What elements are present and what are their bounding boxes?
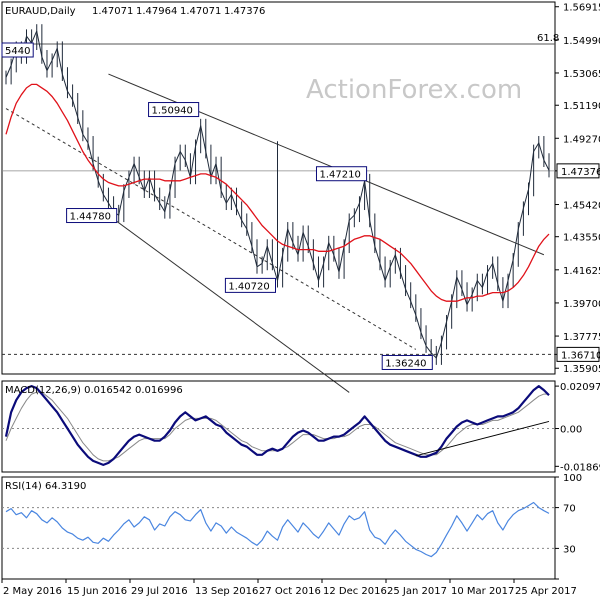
macd-axis: 0.020975 0.00 -0.018693 — [2, 382, 600, 473]
price-tick-label: 1.41625 — [563, 266, 600, 277]
annotation-box — [1, 42, 34, 58]
annotation-box — [381, 354, 433, 370]
watermark: ActionForex.com — [306, 75, 522, 105]
price-axis: 1.56915 1.54990 1.53065 1.51190 1.49270 1.454… — [555, 3, 600, 375]
rsi-series — [5, 501, 550, 558]
x-axis: 2 May 2016 15 Jun 2016 29 Jul 2016 13 Sep 2… — [1, 579, 577, 597]
macd-trendline — [415, 420, 550, 457]
chart-title: EURAUD,Daily — [5, 6, 76, 17]
macd-tick-label: 0.020975 — [560, 382, 600, 393]
macd-line — [4, 385, 550, 466]
price-tick-label: 1.39700 — [563, 299, 600, 310]
price-series — [5, 24, 550, 365]
price-tick-label: 1.56915 — [563, 3, 600, 14]
x-tick-label: 12 Dec 2016 — [323, 586, 387, 597]
rsi-tick-label: 100 — [563, 473, 582, 484]
annotation-text: 1.36240 — [385, 358, 426, 369]
x-tick-label: 10 Mar 2017 — [451, 586, 514, 597]
rsi-tick-label: 30 — [563, 544, 576, 555]
price-tick-label: 1.43550 — [563, 233, 600, 244]
channel-mid-line — [5, 108, 417, 350]
rsi-panel-frame — [1, 476, 556, 580]
rsi-line — [5, 501, 550, 558]
annotation-box — [224, 277, 276, 293]
macd-tick-label: 0.00 — [560, 425, 582, 436]
ohlc-close: 1.47376 — [224, 6, 265, 17]
price-tick-label: 1.54990 — [563, 36, 600, 47]
price-annotation: 1.50940 — [148, 102, 200, 118]
ohlc-high: 1.47964 — [136, 6, 177, 17]
macd-tick-label: -0.018693 — [560, 462, 600, 473]
price-annotation: 1.47210 — [315, 166, 368, 182]
x-tick-label: 29 Jul 2016 — [131, 586, 188, 597]
price-panel-frame — [1, 1, 556, 375]
support-tag-text: 1.36710 — [561, 350, 600, 361]
annotation-box — [66, 208, 118, 224]
fib-618-label: 61.8 — [537, 33, 559, 44]
price-tick-label: 1.53065 — [563, 69, 600, 80]
last-price-tag: 1.47376 — [556, 163, 600, 179]
rsi-axis: 100 70 30 — [2, 473, 582, 580]
annotation-text: 1.44780 — [70, 212, 111, 223]
rsi-tick-label: 70 — [563, 504, 576, 515]
support-price-tag: 1.36710 — [556, 346, 600, 362]
support-tag-box — [556, 346, 600, 362]
x-tick-label: 25 Apr 2017 — [515, 586, 577, 597]
x-tick-label: 25 Jan 2017 — [387, 586, 447, 597]
annotation-text: 1.40720 — [228, 281, 269, 292]
price-annotation: 1.36240 — [381, 354, 433, 370]
annotation-box — [148, 102, 200, 118]
price-annotations: 5440 1.50940 1.44780 1.40720 1.47210 1.36240 — [1, 42, 433, 370]
x-tick-label: 15 Jun 2016 — [67, 586, 127, 597]
price-tick-label: 1.37775 — [563, 332, 600, 343]
ohlc-header: 1.47071 1.47964 1.47071 1.47376 — [92, 6, 265, 17]
last-price-text: 1.47376 — [561, 167, 600, 178]
ohlc-open: 1.47071 — [92, 6, 133, 17]
x-tick-label: 27 Oct 2016 — [259, 586, 321, 597]
price-annotation: 5440 — [1, 42, 34, 58]
annotation-text: 1.50940 — [152, 106, 193, 117]
price-tick-label: 1.45420 — [563, 201, 600, 212]
price-annotation: 1.40720 — [224, 277, 276, 293]
price-tick-label: 1.51190 — [563, 101, 600, 112]
channel-lower-line — [108, 214, 350, 393]
price-annotation: 1.44780 — [66, 208, 118, 224]
annotation-text: 5440 — [5, 46, 30, 57]
annotation-box — [315, 166, 368, 182]
price-line — [5, 30, 550, 359]
ohlc-low: 1.47071 — [180, 6, 221, 17]
x-tick-label: 2 May 2016 — [3, 586, 62, 597]
annotation-text: 1.47210 — [319, 170, 360, 181]
sma-line — [5, 83, 550, 302]
x-tick-label: 13 Sep 2016 — [195, 586, 258, 597]
price-tick-label: 1.49270 — [563, 134, 600, 145]
price-tick-label: 1.35905 — [563, 364, 600, 375]
macd-panel-frame — [1, 380, 556, 473]
last-price-box — [556, 163, 600, 179]
macd-series — [4, 385, 550, 466]
rsi-title: RSI(14) 64.3190 — [5, 481, 86, 492]
macd-title: MACD(12,26,9) 0.016542 0.016996 — [5, 385, 183, 396]
